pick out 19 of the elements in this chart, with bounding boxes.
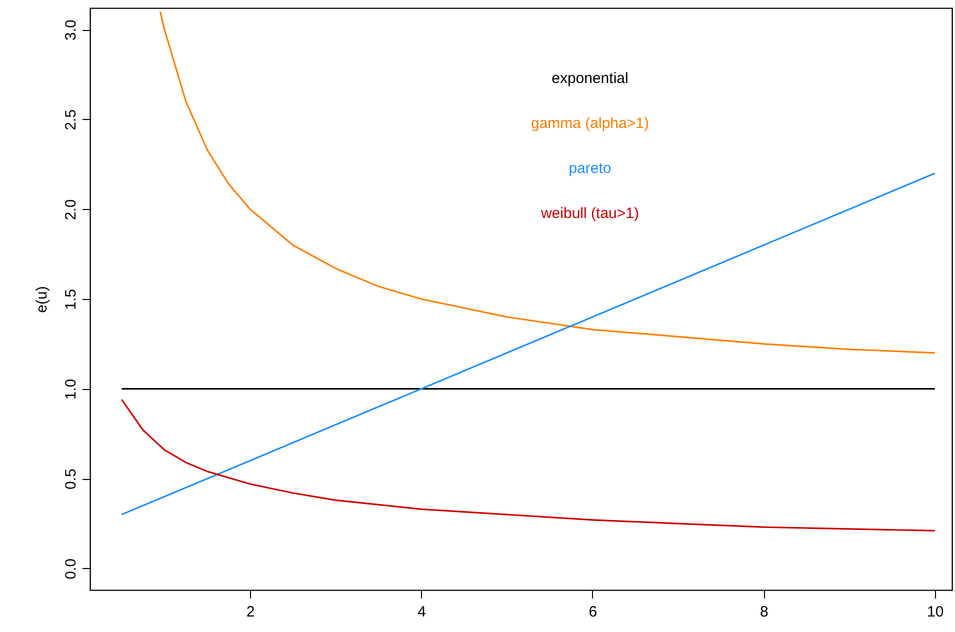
line-series [120,398,936,532]
text: weibull (tau>1) [540,204,639,222]
y-tick-label: 1.5 [62,289,80,310]
y-tick-label: 2.0 [62,199,80,220]
x-tick-label: 6 [588,604,598,620]
x-tick-label: 2 [246,604,255,620]
x-tick-label: 8 [760,604,768,620]
x-tick-label: 4 [418,604,426,620]
text: pareto [568,160,612,177]
x-tick-label: 10 [927,604,944,620]
y-tick-label: 0.5 [62,468,80,490]
text: exponential [552,70,628,87]
y-axis-title: e(u) [34,286,50,313]
y-tick-label: 0.0 [62,558,80,580]
text: gamma (alpha>1) [530,114,649,132]
line-series [159,10,936,354]
y-tick-label: 3.0 [62,20,80,40]
y-tick-label: 1.0 [62,378,80,400]
y-tick-label: 2.5 [62,109,80,130]
